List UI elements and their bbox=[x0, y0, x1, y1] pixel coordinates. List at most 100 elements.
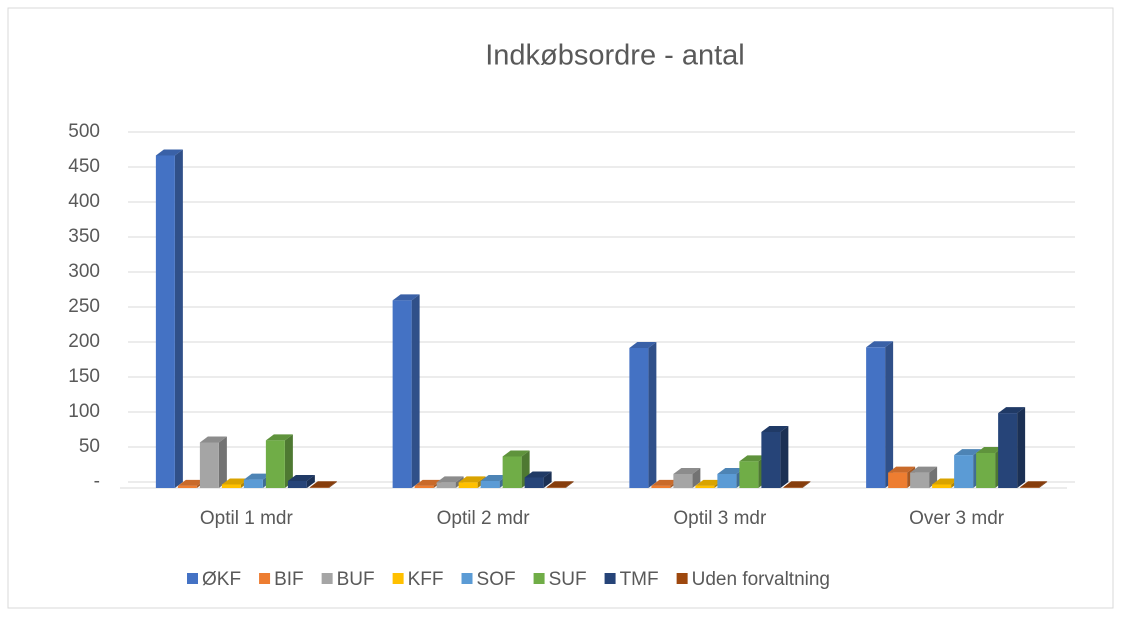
bar bbox=[199, 442, 219, 488]
bar-top bbox=[717, 468, 745, 474]
bar-side bbox=[1017, 407, 1026, 488]
y-tick-label: 250 bbox=[68, 296, 100, 317]
y-tick-label: 500 bbox=[68, 121, 100, 142]
bar-top bbox=[524, 471, 552, 478]
bar bbox=[243, 479, 263, 488]
bar-top bbox=[932, 478, 960, 485]
bar-side bbox=[648, 342, 657, 488]
legend-label: BUF bbox=[337, 569, 375, 590]
bar bbox=[309, 487, 329, 488]
bar bbox=[287, 481, 307, 488]
y-tick-label: 450 bbox=[68, 156, 100, 177]
bar bbox=[651, 485, 671, 488]
bar-side bbox=[218, 436, 227, 488]
bar-side bbox=[885, 341, 894, 488]
bar-top bbox=[695, 479, 723, 486]
bar bbox=[783, 487, 803, 488]
legend-label: SOF bbox=[477, 569, 516, 590]
bar-side bbox=[692, 468, 701, 488]
bar bbox=[761, 432, 781, 488]
bar-top bbox=[651, 479, 679, 486]
bar-top bbox=[414, 479, 442, 486]
bar bbox=[932, 484, 952, 488]
legend-swatch bbox=[676, 573, 688, 584]
legend-swatch bbox=[604, 573, 616, 584]
bar-top bbox=[287, 475, 315, 481]
bar bbox=[717, 474, 737, 488]
y-tick-label: - bbox=[94, 471, 100, 492]
bar-top bbox=[546, 481, 574, 488]
bar-top bbox=[221, 478, 249, 485]
bar-top bbox=[392, 294, 420, 301]
bar bbox=[1020, 487, 1040, 488]
bar-top bbox=[199, 436, 227, 443]
bar-top bbox=[783, 481, 811, 488]
bar bbox=[265, 440, 285, 488]
bar-top bbox=[243, 473, 271, 480]
bar-top bbox=[458, 476, 486, 483]
bar bbox=[155, 155, 175, 488]
bar-top bbox=[177, 479, 205, 486]
legend-swatch bbox=[392, 573, 404, 584]
bar bbox=[458, 482, 478, 488]
bar-top bbox=[761, 426, 789, 432]
bar-side bbox=[780, 426, 789, 488]
x-tick-label: Optil 2 mdr bbox=[437, 508, 531, 529]
bar-top bbox=[998, 407, 1026, 414]
bar bbox=[546, 487, 566, 488]
legend-swatch bbox=[187, 573, 198, 584]
bar bbox=[524, 477, 544, 488]
bar bbox=[739, 461, 759, 488]
bar-top bbox=[436, 476, 464, 483]
y-tick-label: 100 bbox=[68, 401, 100, 422]
bar-top bbox=[502, 450, 530, 457]
legend-swatch bbox=[321, 573, 333, 584]
bar bbox=[177, 485, 197, 488]
bar bbox=[221, 484, 241, 488]
bar bbox=[629, 348, 649, 488]
bar-side bbox=[802, 481, 811, 488]
bar-top bbox=[739, 455, 767, 462]
chart-border bbox=[7, 7, 1114, 609]
y-tick-label: 50 bbox=[79, 436, 100, 457]
legend-swatch bbox=[461, 573, 473, 584]
bar-top bbox=[629, 342, 657, 348]
bar bbox=[695, 485, 715, 488]
bar-side bbox=[306, 475, 315, 488]
bar-side bbox=[174, 149, 183, 488]
legend-label: KFF bbox=[408, 569, 444, 590]
x-tick-label: Optil 1 mdr bbox=[200, 508, 294, 529]
y-tick-label: 350 bbox=[68, 226, 100, 247]
x-tick-label: Over 3 mdr bbox=[909, 508, 1005, 529]
bar-side bbox=[543, 471, 552, 488]
bar-side bbox=[328, 481, 337, 488]
bar-top bbox=[265, 434, 293, 441]
legend-label: Uden forvaltning bbox=[692, 569, 830, 590]
legend-label: SUF bbox=[549, 569, 587, 590]
bar-side bbox=[565, 481, 574, 488]
bar bbox=[502, 456, 522, 488]
bar bbox=[866, 347, 886, 488]
bar-side bbox=[411, 294, 420, 488]
bar bbox=[954, 455, 974, 488]
legend-label: BIF bbox=[274, 569, 304, 590]
y-tick-label: 150 bbox=[68, 366, 100, 387]
bar-top bbox=[480, 475, 508, 481]
bar-top bbox=[673, 468, 701, 474]
bar bbox=[673, 474, 693, 488]
bar bbox=[480, 481, 500, 488]
bar bbox=[392, 300, 412, 488]
legend-label: TMF bbox=[620, 569, 659, 590]
bar-top bbox=[309, 481, 337, 488]
bar bbox=[976, 453, 996, 488]
bar-top bbox=[910, 466, 938, 473]
bar-top bbox=[954, 449, 982, 456]
y-tick-label: 400 bbox=[68, 191, 100, 212]
bar-top bbox=[976, 447, 1004, 453]
y-tick-label: 300 bbox=[68, 261, 100, 282]
bar-top bbox=[866, 341, 894, 348]
legend-label: ØKF bbox=[202, 569, 241, 590]
x-tick-label: Optil 3 mdr bbox=[673, 508, 767, 529]
bar-side bbox=[1039, 481, 1048, 488]
